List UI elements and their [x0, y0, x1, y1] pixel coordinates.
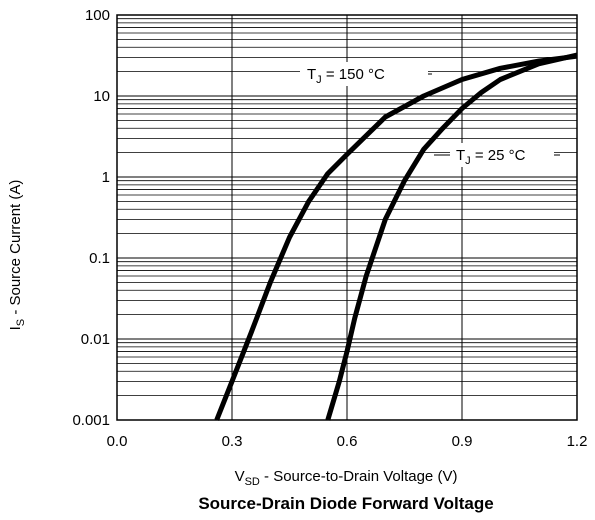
series-label-25c: TJ = 25 °C: [434, 143, 560, 167]
x-tick-label: 0.0: [107, 433, 128, 450]
tick-labels: 0.0 0.3 0.6 0.9 1.2 0.001 0.01 0.1 1 10 100: [72, 7, 587, 450]
svg-text:TJ = 150 °C: TJ = 150 °C: [307, 66, 385, 86]
series-label-rest: = 25 °C: [471, 147, 526, 164]
series-line-0: [214, 53, 578, 421]
svg-text:TJ = 25 °C: TJ = 25 °C: [456, 147, 526, 167]
x-tick-label: 0.3: [222, 433, 243, 450]
y-axis-label: IS - Source Current (A): [7, 180, 27, 331]
plot-border: [116, 14, 578, 421]
y-tick-label: 100: [85, 7, 110, 24]
x-tick-label: 0.6: [337, 433, 358, 450]
series-group: [214, 52, 578, 421]
y-tick-label: 10: [93, 88, 110, 105]
y-tick-label: 1: [102, 169, 110, 186]
series-label-sub: J: [465, 155, 471, 167]
y-tick-label: 0.01: [81, 331, 110, 348]
x-tick-label: 0.9: [452, 433, 473, 450]
y-tick-label: 0.001: [72, 412, 110, 429]
plot-frame: [116, 14, 578, 421]
series-label-main: T: [456, 147, 465, 164]
series-label-sub: J: [316, 74, 322, 86]
x-tick-label: 1.2: [567, 433, 588, 450]
chart-title: Source-Drain Diode Forward Voltage: [198, 494, 493, 513]
x-axis-label: VSD - Source-to-Drain Voltage (V): [235, 468, 458, 488]
series-label-rest: = 150 °C: [322, 66, 385, 83]
series-line-1: [325, 52, 578, 421]
series-label-main: T: [307, 66, 316, 83]
series-label-150c: TJ = 150 °C: [300, 62, 432, 86]
grid: [116, 15, 578, 421]
y-tick-label: 0.1: [89, 250, 110, 267]
